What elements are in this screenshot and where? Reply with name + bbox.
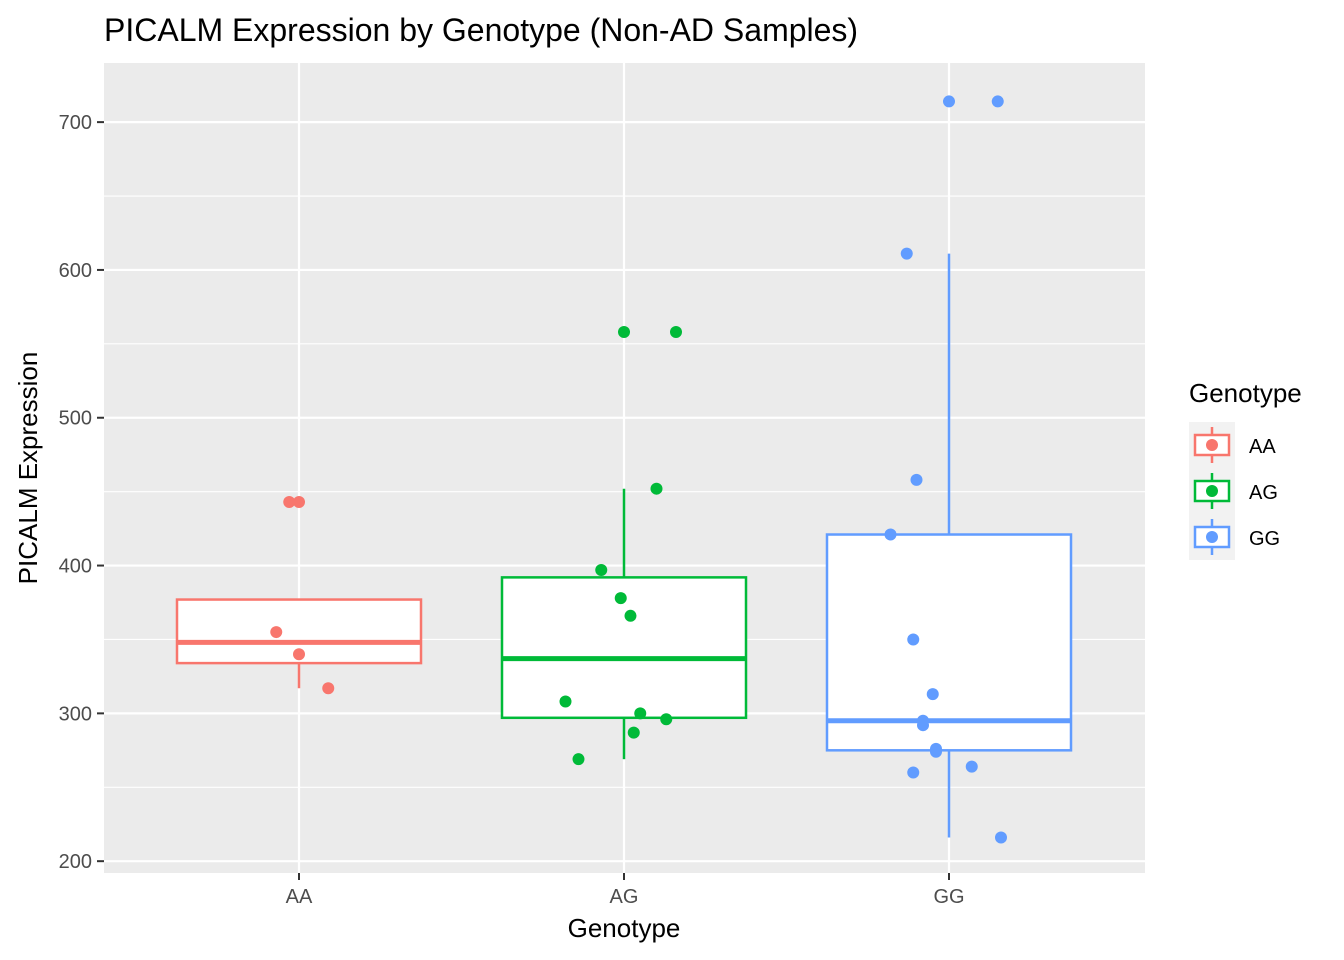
y-tick-label: 500 — [59, 408, 92, 430]
legend-point — [1206, 439, 1218, 451]
data-point-gg — [917, 719, 929, 732]
legend-key-ag — [1189, 468, 1235, 514]
data-point-gg — [965, 760, 978, 773]
data-point-ag — [624, 609, 637, 622]
y-tick-label: 700 — [59, 112, 92, 134]
data-point-gg — [900, 247, 913, 260]
box-iqr — [825, 533, 1073, 752]
data-point-gg — [884, 528, 897, 541]
legend-point — [1206, 485, 1218, 497]
legend-title: Genotype — [1189, 378, 1302, 408]
data-point-aa — [283, 495, 296, 508]
data-point-aa — [270, 626, 283, 639]
data-point-gg — [907, 766, 920, 779]
data-points — [270, 95, 1007, 844]
data-point-aa — [293, 648, 305, 661]
legend-label: AA — [1249, 436, 1276, 458]
y-tick-label: 200 — [59, 851, 92, 873]
data-point-gg — [907, 633, 920, 646]
y-axis-label: PICALM Expression — [13, 352, 43, 585]
boxplot-aa — [175, 598, 423, 689]
legend-point — [1206, 531, 1218, 543]
y-axis: 200 300 400 500 600 700 — [59, 112, 104, 873]
data-point-ag — [572, 753, 585, 766]
data-point-gg — [943, 95, 955, 108]
y-tick-label: 300 — [59, 703, 92, 725]
x-tick-label: AG — [610, 886, 639, 908]
boxplot-gg — [825, 253, 1073, 838]
data-point-ag — [634, 707, 647, 720]
x-axis: AA AG GG — [286, 873, 965, 908]
data-point-gg — [910, 473, 923, 486]
data-point-aa — [322, 682, 335, 695]
chart-title: PICALM Expression by Genotype (Non-AD Sa… — [104, 12, 858, 48]
x-tick-label: GG — [933, 886, 964, 908]
data-point-gg — [926, 688, 939, 701]
x-axis-label: Genotype — [568, 913, 681, 943]
data-point-gg — [995, 831, 1007, 844]
data-point-ag — [614, 592, 627, 605]
data-point-ag — [670, 326, 682, 339]
data-point-ag — [660, 713, 673, 726]
data-point-aa — [293, 495, 305, 508]
y-tick-label: 600 — [59, 260, 92, 282]
legend-key-gg — [1189, 514, 1235, 560]
data-point-gg — [991, 95, 1004, 108]
data-point-ag — [627, 726, 640, 739]
legend-label: AG — [1249, 482, 1278, 504]
data-point-ag — [595, 563, 608, 576]
data-point-gg — [930, 745, 942, 758]
data-point-ag — [559, 695, 572, 708]
y-tick-label: 400 — [59, 556, 92, 578]
legend-label: GG — [1249, 528, 1280, 550]
data-point-ag — [650, 482, 663, 495]
data-point-ag — [618, 326, 630, 339]
legend-key-aa — [1189, 422, 1235, 468]
legend: Genotype AA AG GG — [1189, 378, 1302, 560]
x-tick-label: AA — [286, 886, 313, 908]
